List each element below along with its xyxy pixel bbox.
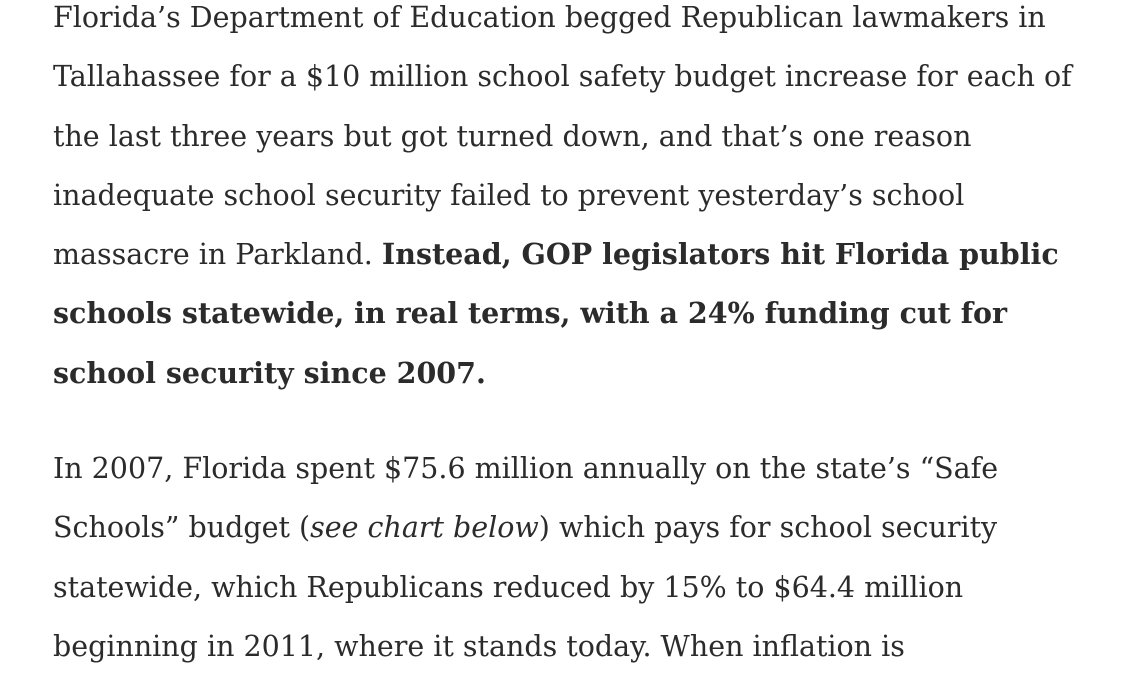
paragraph-1-bold-statement: Instead, GOP legislators hit Florida pub… — [53, 237, 1059, 390]
paragraph-2: In 2007, Florida spent $75.6 million ann… — [53, 439, 1093, 676]
paragraph-2-text-after: ) which pays for school security statewi… — [53, 511, 998, 663]
paragraph-1-text: Florida’s Department of Education begged… — [53, 1, 1072, 272]
paragraph-1: Florida’s Department of Education begged… — [53, 0, 1093, 403]
article-body: Florida’s Department of Education begged… — [53, 0, 1093, 676]
chart-reference: see chart below — [310, 511, 539, 545]
paragraph-2-text-before: In 2007, Florida spent $75.6 million ann… — [53, 452, 999, 545]
